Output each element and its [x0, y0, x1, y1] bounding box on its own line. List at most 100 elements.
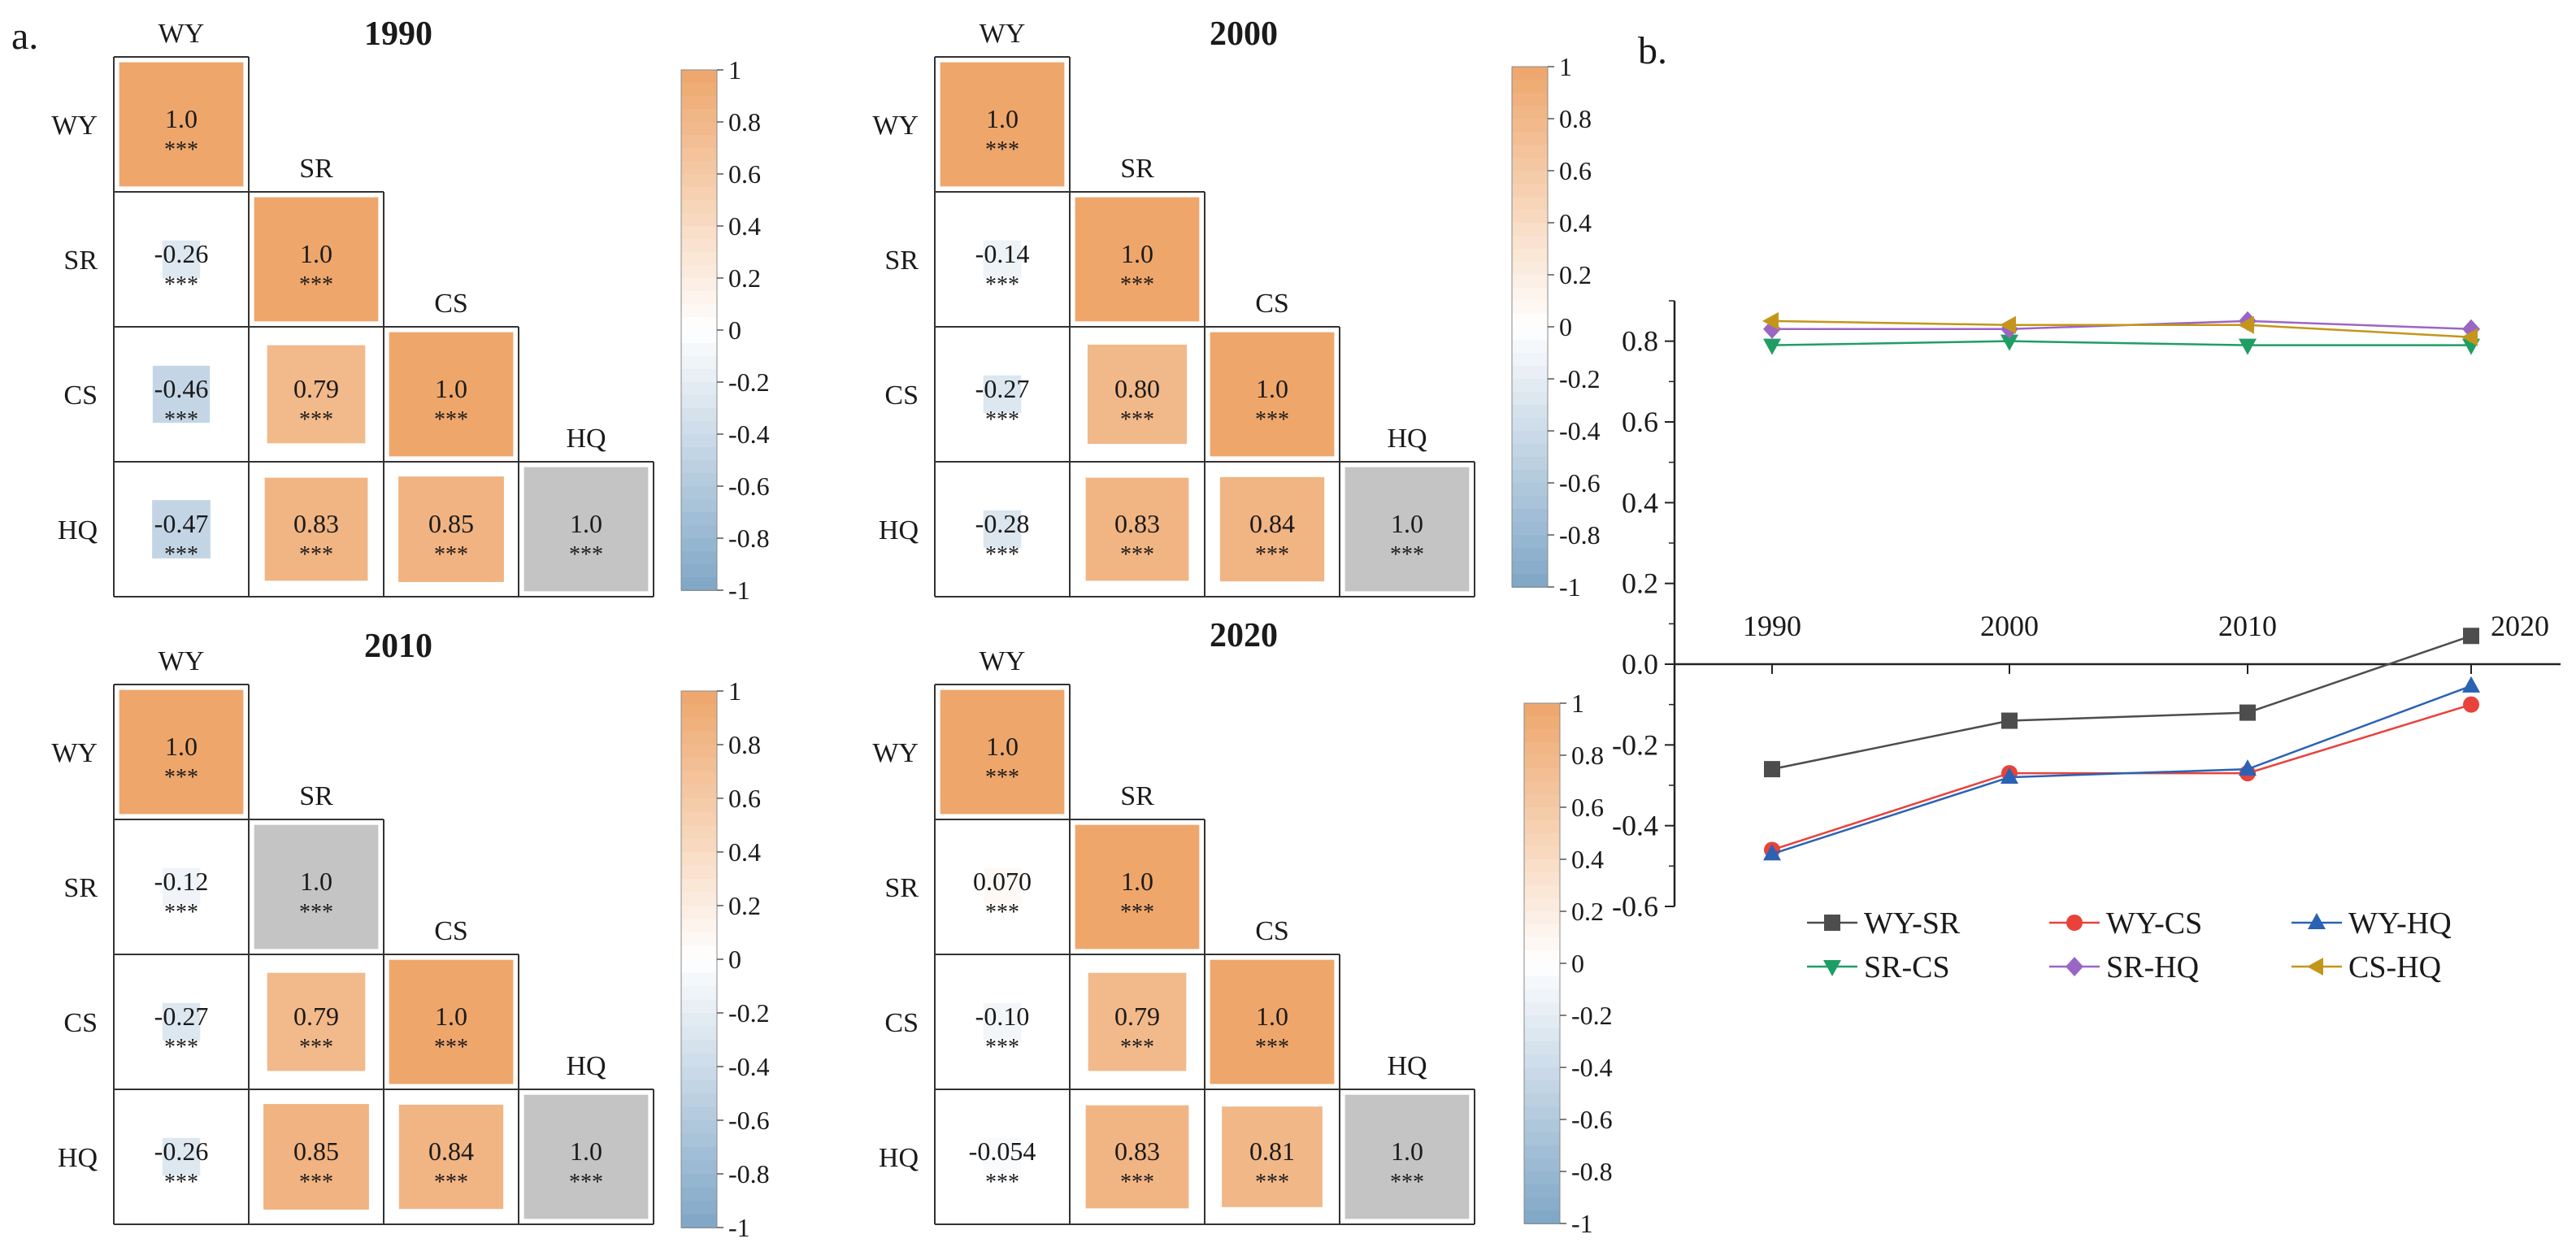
colorbar-segment: [1512, 418, 1548, 432]
colorbar-segment: [1512, 132, 1548, 146]
colorbar-segment: [1512, 314, 1548, 328]
colorbar-segment: [1524, 1080, 1560, 1094]
colorbar-tick-label: -1: [1571, 1209, 1593, 1238]
colorbar-segment: [681, 447, 717, 461]
colorbar-segment: [1524, 1184, 1560, 1198]
colorbar-tick-label: 0.8: [1571, 741, 1604, 770]
colorbar-segment: [681, 343, 717, 357]
colorbar-segment: [681, 369, 717, 383]
significance-mark: ***: [164, 272, 198, 298]
colorbar-tick-label: -0.2: [728, 998, 770, 1028]
colorbar-segment: [681, 892, 717, 906]
cell-HQ-WY: [152, 500, 211, 558]
colorbar-tick-label: -0.4: [1571, 1053, 1613, 1082]
colorbar-segment: [681, 551, 717, 565]
point-CS-HQ-2020: [2461, 328, 2478, 346]
colorbar-segment: [681, 187, 717, 201]
significance-mark: ***: [1255, 407, 1289, 432]
heatmap-panel-1990: 1990 WY SR CS HQ WY SR CS HQ 1.0 *** -0.26 *** 1.0 ***…: [51, 15, 769, 605]
legend: WY-SR WY-CS WY-HQ SR-CS SR-HQ CS-HQ: [1807, 906, 2452, 984]
cell-value: 0.070: [973, 867, 1032, 896]
point-WY-SR-2010: [2239, 704, 2256, 721]
significance-mark: ***: [1255, 1170, 1289, 1195]
colorbar-segment: [1524, 1132, 1560, 1146]
colorbar-segment: [681, 1093, 717, 1108]
colorbar-segment: [1524, 950, 1560, 964]
significance-mark: ***: [1255, 542, 1289, 567]
colorbar-segment: [1524, 807, 1560, 821]
significance-mark: ***: [1255, 1035, 1289, 1060]
significance-mark: ***: [985, 272, 1019, 298]
colorbar-segment: [1524, 872, 1560, 886]
row-label-CS: CS: [63, 380, 98, 411]
colorbar-segment: [1524, 859, 1560, 873]
column-label-CS: CS: [434, 916, 468, 946]
colorbar-segment: [1512, 288, 1548, 302]
significance-mark: ***: [1120, 542, 1154, 567]
heatmap-title: 2000: [1210, 15, 1278, 53]
series-line-WY-SR: [1771, 635, 2472, 771]
colorbar-segment: [1512, 457, 1548, 471]
colorbar-tick-label: 0.2: [1571, 897, 1604, 926]
colorbar-tick-label: -0.2: [728, 367, 770, 397]
column-label-SR: SR: [299, 781, 333, 811]
colorbar-segment: [1524, 1041, 1560, 1055]
colorbar-tick-label: 0.8: [728, 107, 761, 137]
series-line-SR-CS: [1771, 340, 2471, 346]
significance-mark: ***: [164, 407, 198, 432]
column-label-HQ: HQ: [566, 1051, 606, 1081]
colorbar-segment: [681, 1040, 717, 1054]
column-label-HQ: HQ: [566, 424, 606, 454]
colorbar-segment: [681, 382, 717, 396]
colorbar-segment: [1524, 794, 1560, 808]
cell-HQ-HQ: [523, 467, 649, 592]
colorbar-tick-label: 0.2: [1559, 260, 1592, 289]
colorbar-segment: [1512, 197, 1548, 211]
significance-mark: ***: [434, 542, 468, 567]
significance-mark: ***: [985, 765, 1019, 790]
significance-mark: ***: [164, 900, 198, 925]
legend-marker-WY-CS: [2066, 915, 2083, 931]
legend-label-WY-CS: WY-CS: [2106, 906, 2202, 941]
significance-mark: ***: [569, 1170, 603, 1195]
cell-value: 1.0: [165, 732, 198, 761]
cell-CS-SR: [1087, 344, 1188, 445]
column-label-SR: SR: [299, 154, 333, 184]
colorbar-segment: [1512, 496, 1548, 510]
colorbar-segment: [1524, 703, 1560, 717]
cell-value: 0.79: [293, 1002, 339, 1031]
colorbar-segment: [1512, 93, 1548, 106]
cell-value: 1.0: [165, 104, 198, 133]
colorbar-segment: [681, 291, 717, 305]
significance-mark: ***: [1120, 1170, 1154, 1195]
colorbar-tick-label: -0.8: [1571, 1157, 1613, 1186]
colorbar-tick-label: -1: [1559, 572, 1581, 602]
colorbar-segment: [1512, 80, 1548, 93]
colorbar-segment: [1512, 405, 1548, 419]
colorbar-segment: [681, 986, 717, 1001]
cell-value: -0.47: [154, 509, 209, 538]
row-label-CS: CS: [884, 1008, 919, 1038]
cell-HQ-HQ: [1344, 467, 1470, 592]
cell-value: 1.0: [1121, 867, 1153, 896]
colorbar-tick-label: 0.6: [1559, 156, 1592, 185]
cell-HQ-CS: [1219, 476, 1325, 582]
colorbar-tick-label: -0.8: [1559, 520, 1601, 550]
cell-WY-WY: [940, 689, 1065, 815]
cell-SR-WY: [983, 240, 1022, 279]
colorbar-segment: [681, 148, 717, 162]
colorbar-segment: [1524, 989, 1560, 1003]
colorbar-tick-label: -0.2: [1559, 364, 1601, 393]
colorbar-segment: [1512, 158, 1548, 172]
colorbar-segment: [1524, 1171, 1560, 1185]
colorbar-tick-label: 0.6: [1571, 793, 1604, 822]
column-label-WY: WY: [980, 646, 1026, 676]
legend-marker-SR-HQ: [2066, 957, 2083, 976]
row-label-WY: WY: [51, 738, 98, 768]
legend-label-SR-HQ: SR-HQ: [2106, 950, 2199, 984]
colorbar-segment: [1512, 535, 1548, 549]
colorbar-segment: [681, 1160, 717, 1175]
colorbar-tick-label: -1: [728, 576, 750, 605]
cell-value: -0.28: [975, 509, 1030, 538]
colorbar-segment: [681, 718, 717, 732]
